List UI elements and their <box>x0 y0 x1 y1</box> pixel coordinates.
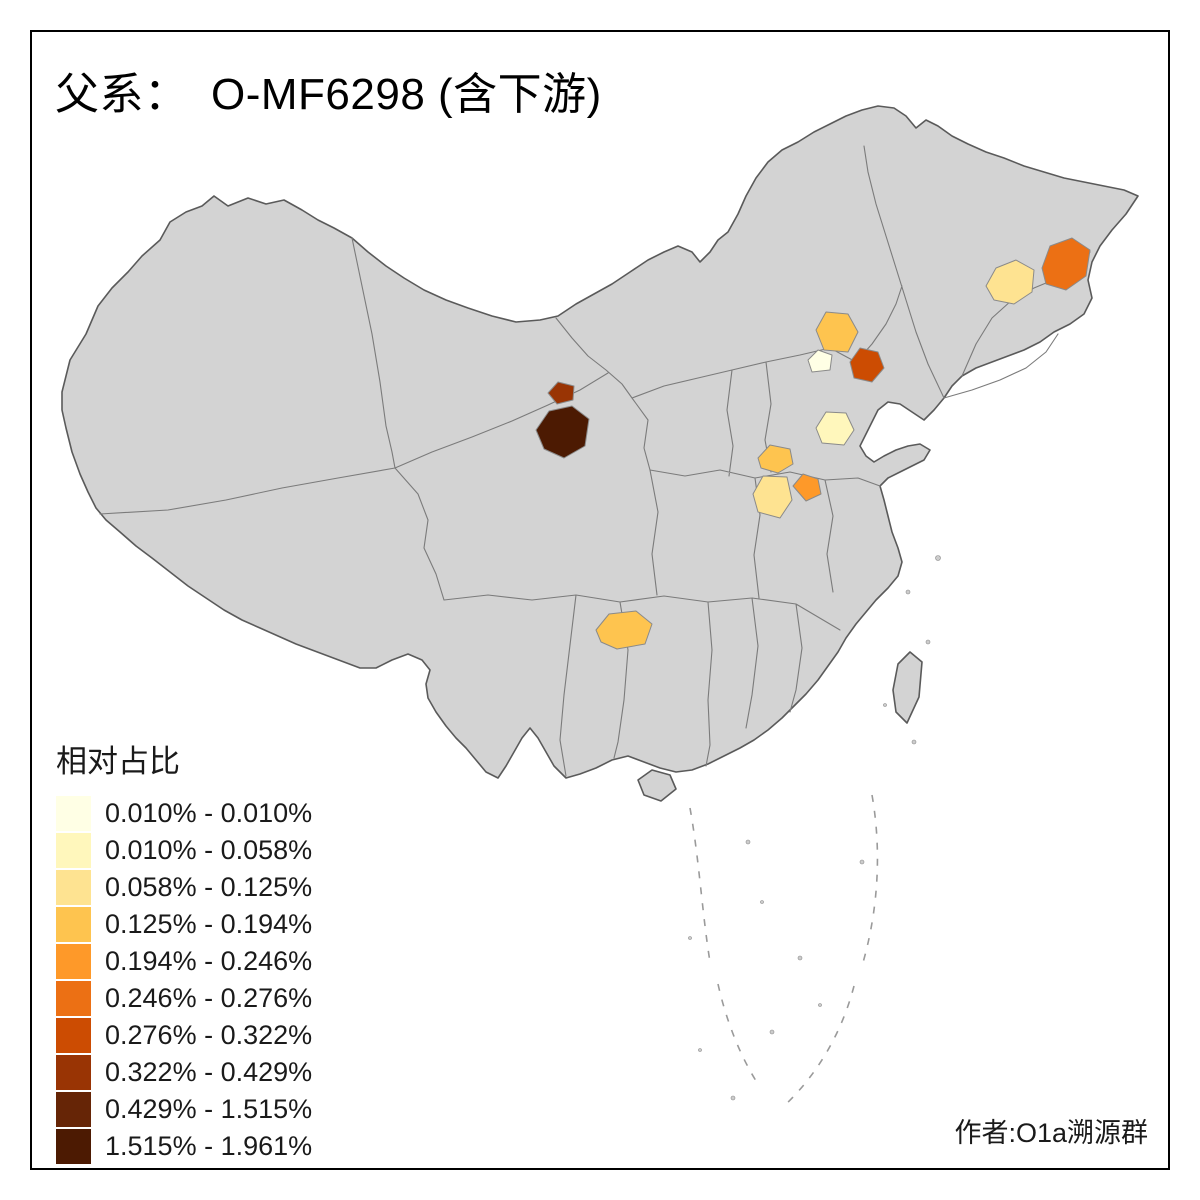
taiwan-island <box>892 651 923 724</box>
legend-item: 0.276% - 0.322% <box>56 1017 312 1054</box>
sea-islet <box>698 1048 702 1052</box>
region-gansu-north-area <box>547 381 575 405</box>
region-beijing-north-area <box>815 311 859 353</box>
coastal-islet <box>883 703 887 707</box>
coastal-islet <box>935 555 941 561</box>
legend-label: 0.010% - 0.058% <box>105 835 313 865</box>
region-gansu-lanzhou-area <box>535 405 590 459</box>
legend-label: 0.322% - 0.429% <box>105 1057 313 1087</box>
legend-swatch <box>56 944 91 979</box>
legend-swatch <box>56 907 91 942</box>
legend-label: 0.010% - 0.010% <box>105 798 313 828</box>
coastal-islet <box>925 639 931 645</box>
legend-label: 0.276% - 0.322% <box>105 1020 313 1050</box>
legend-swatch <box>56 1129 91 1164</box>
legend-label: 0.246% - 0.276% <box>105 983 313 1013</box>
legend-label: 0.194% - 0.246% <box>105 946 313 976</box>
region-shandong-west-area <box>815 411 855 446</box>
sea-islet <box>730 1095 736 1101</box>
legend-item: 0.125% - 0.194% <box>56 906 312 943</box>
legend-item: 0.429% - 1.515% <box>56 1091 312 1128</box>
hainan-island <box>637 769 677 802</box>
sea-islet <box>688 936 692 940</box>
legend-swatch <box>56 833 91 868</box>
legend-item: 0.322% - 0.429% <box>56 1054 312 1091</box>
legend-swatch <box>56 1018 91 1053</box>
region-henan-northwest-area <box>757 444 794 474</box>
sea-islet <box>769 1029 775 1035</box>
legend: 相对占比 0.010% - 0.010% 0.010% - 0.058% 0.0… <box>56 736 312 1165</box>
legend-item: 0.194% - 0.246% <box>56 943 312 980</box>
legend-swatch <box>56 796 91 831</box>
china-mainland-shape <box>61 105 1139 779</box>
sea-islet <box>760 900 764 904</box>
legend-swatch <box>56 981 91 1016</box>
coastal-islet <box>911 739 917 745</box>
coastal-islet <box>905 589 911 595</box>
legend-title: 相对占比 <box>56 744 180 779</box>
legend-label: 0.125% - 0.194% <box>105 909 313 939</box>
legend-label: 0.429% - 1.515% <box>105 1094 313 1124</box>
author-credit: 作者:O1a溯源群 <box>954 1118 1148 1148</box>
sea-islet <box>818 1003 822 1007</box>
nine-dash-line <box>689 794 879 1107</box>
sea-islet <box>745 839 751 845</box>
legend-item: 1.515% - 1.961% <box>56 1128 312 1165</box>
region-henan-east-area <box>792 473 822 502</box>
legend-swatch <box>56 1055 91 1090</box>
legend-item: 0.058% - 0.125% <box>56 869 312 906</box>
legend-item: 0.010% - 0.010% <box>56 795 312 832</box>
region-hebei-east-area <box>849 347 885 383</box>
region-henan-central-area <box>752 475 793 519</box>
sea-islet <box>859 859 865 865</box>
legend-item: 0.010% - 0.058% <box>56 832 312 869</box>
legend-label: 0.058% - 0.125% <box>105 872 313 902</box>
page-title: 父系： O-MF6298 (含下游) <box>55 70 602 119</box>
region-sichuan-south-area <box>595 610 653 650</box>
region-beijing-city-area <box>807 349 833 373</box>
legend-swatch <box>56 870 91 905</box>
sea-islet <box>797 955 803 961</box>
legend-swatch <box>56 1092 91 1127</box>
region-northeast-jilin-area <box>985 259 1035 305</box>
legend-item: 0.246% - 0.276% <box>56 980 312 1017</box>
region-northeast-east-area <box>1041 237 1091 291</box>
legend-label: 1.515% - 1.961% <box>105 1131 313 1161</box>
